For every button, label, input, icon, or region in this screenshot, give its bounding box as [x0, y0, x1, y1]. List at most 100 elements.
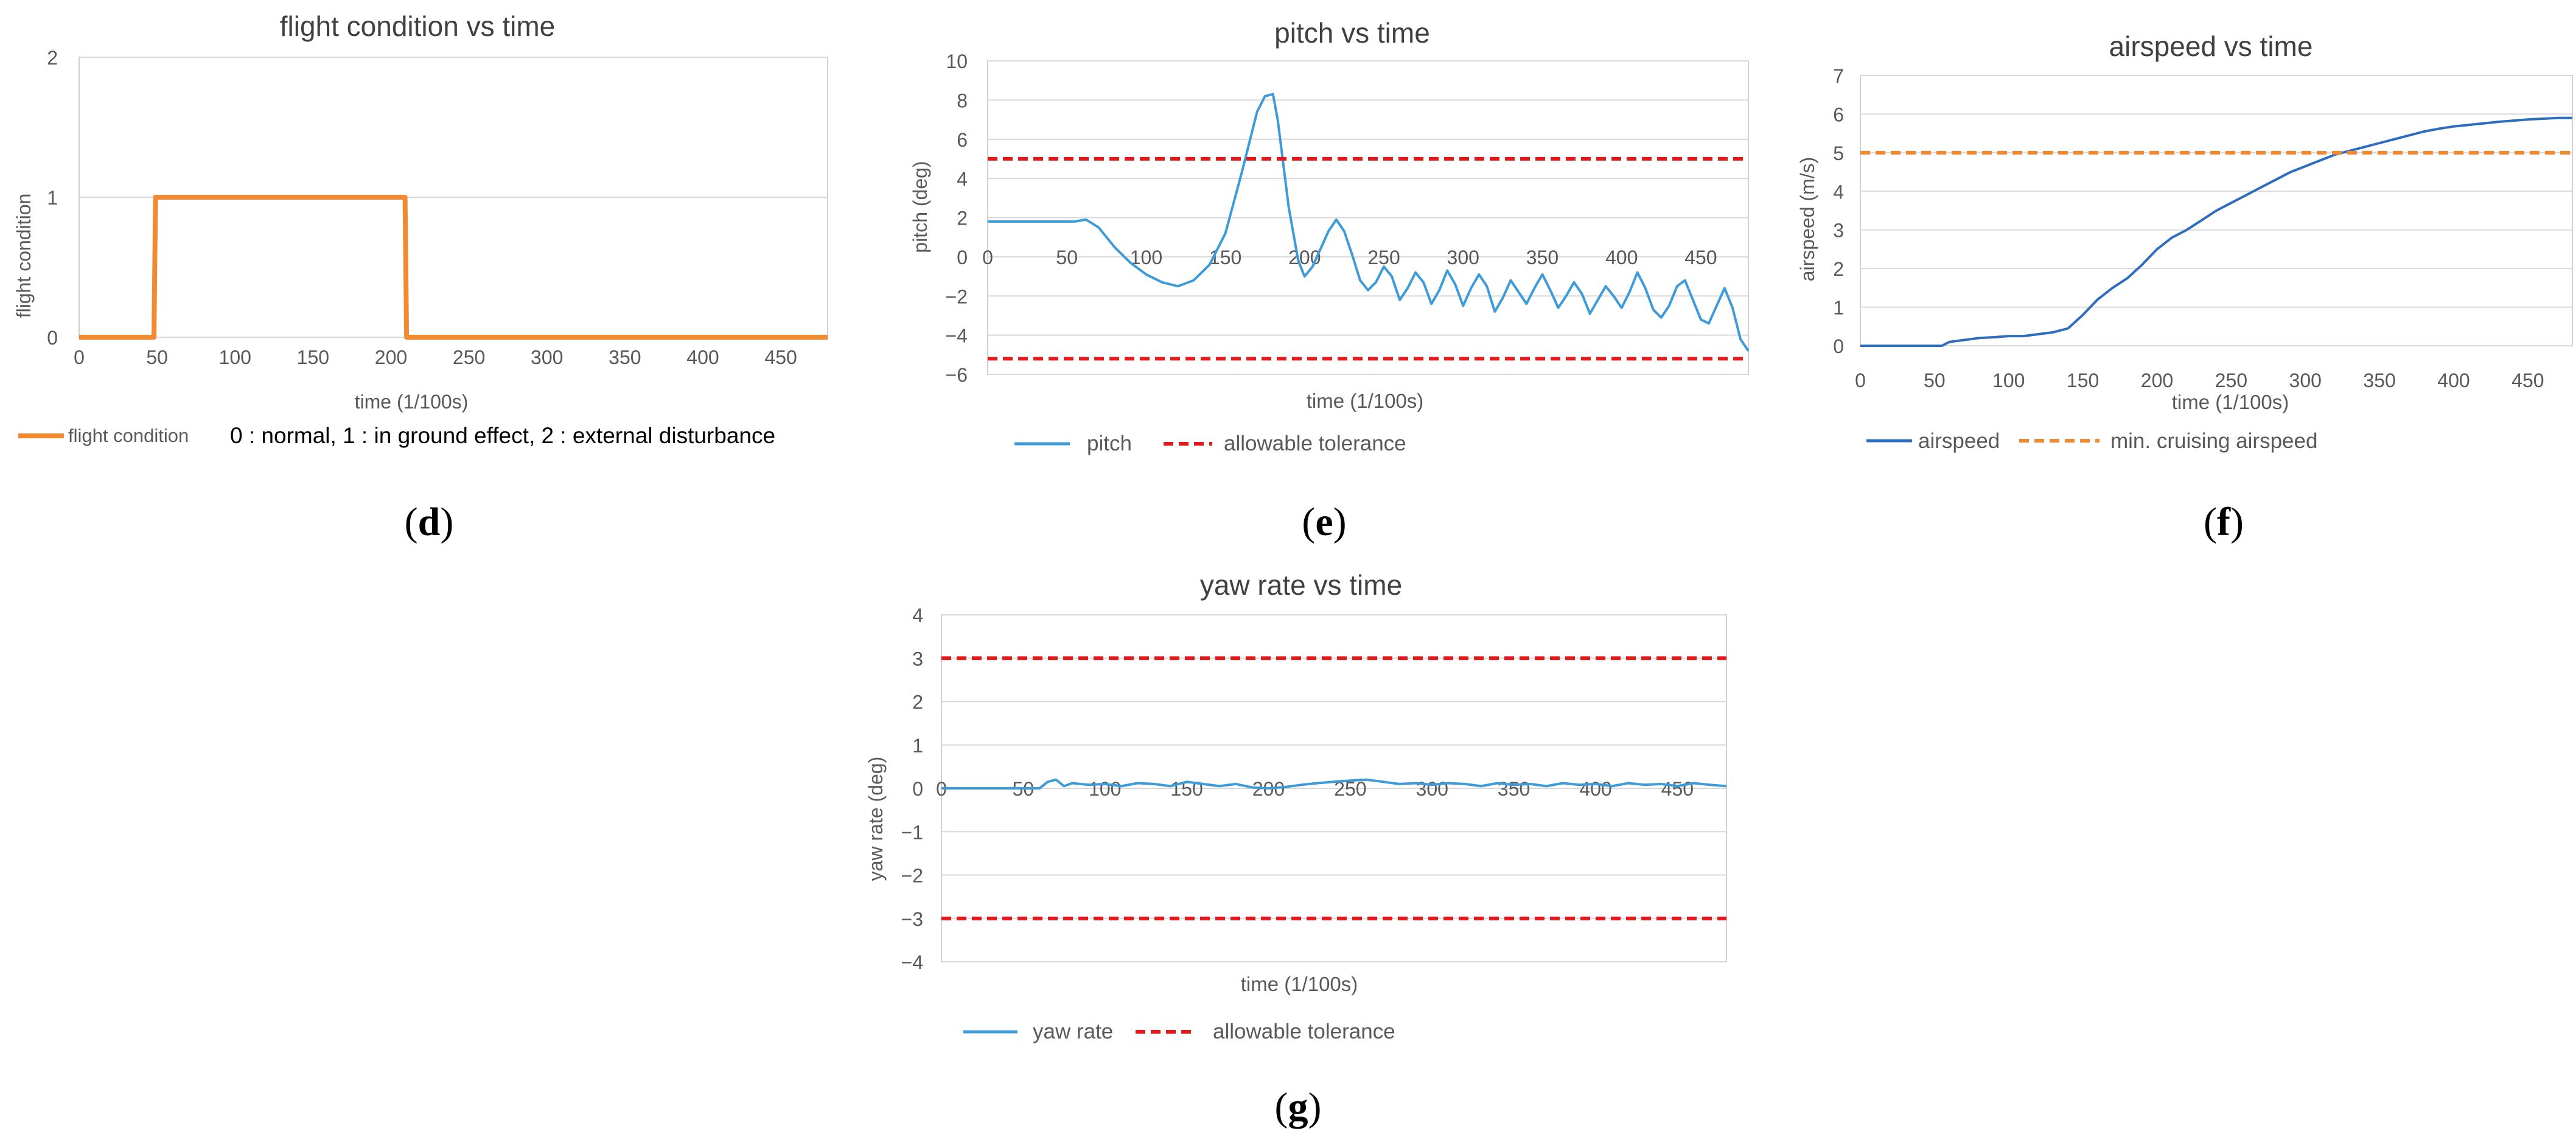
caption-e: (e) — [1302, 500, 1346, 544]
x-tick-label: 450 — [2511, 370, 2544, 391]
caption-g: (g) — [1275, 1085, 1322, 1129]
series-layer — [941, 656, 1727, 920]
y-tick-label: 2 — [957, 208, 968, 229]
caption-d: (d) — [405, 500, 454, 544]
y-tick-label: 7 — [1833, 65, 1844, 87]
y-tick-label: 4 — [957, 168, 968, 190]
x-tick-label: 50 — [1924, 370, 1946, 391]
y-tick-label: 3 — [912, 648, 923, 670]
y-tick-label: 3 — [1833, 220, 1844, 242]
y-axis-label: flight condition — [13, 194, 35, 318]
x-tick-label: 0 — [1855, 370, 1866, 391]
legend-note: 0 : normal, 1 : in ground effect, 2 : ex… — [230, 423, 775, 448]
legend-label-pitch: pitch — [1087, 432, 1132, 455]
series-layer — [1860, 116, 2572, 347]
x-tick-label: 400 — [1605, 247, 1638, 268]
x-tick-label: 150 — [2067, 370, 2099, 391]
x-tick-label: 400 — [686, 346, 719, 368]
y-tick-label: 0 — [1833, 335, 1844, 357]
x-tick-label: 100 — [1992, 370, 2025, 391]
y-tick-labels: 7 6 5 4 3 2 1 0 — [1833, 65, 1844, 357]
x-tick-label: 300 — [2289, 370, 2322, 391]
y-tick-label: 2 — [47, 47, 58, 69]
x-tick-label: 350 — [609, 346, 641, 368]
legend-label-yaw-rate: yaw rate — [1033, 1020, 1113, 1043]
y-tick-label: 6 — [957, 129, 968, 151]
x-axis-label: time (1/100s) — [1241, 973, 1358, 995]
x-tick-label: 350 — [2363, 370, 2395, 391]
series-line-yaw-rate — [941, 778, 1727, 790]
x-tick-label: 250 — [1367, 247, 1400, 268]
grid-lines — [988, 60, 1748, 375]
panel-d-flight-condition: flight condition vs time 0 1 2 0 50 100 150 20… — [13, 10, 828, 544]
legend-label-min-cruising-airspeed: min. cruising airspeed — [2110, 429, 2317, 453]
y-tick-label: −6 — [946, 364, 968, 386]
y-tick-label: 0 — [47, 327, 58, 349]
y-tick-label: 0 — [957, 247, 968, 268]
y-tick-label: −4 — [901, 951, 923, 973]
series-line-airspeed — [1860, 116, 2572, 347]
x-axis-label: time (1/100s) — [1307, 390, 1424, 412]
x-tick-label: 50 — [146, 346, 168, 368]
x-tick-label: 400 — [2437, 370, 2470, 391]
y-tick-label: 8 — [957, 89, 968, 111]
x-axis-label: time (1/100s) — [2172, 391, 2289, 413]
x-tick-labels: 0 50 100 150 200 250 300 350 400 450 — [1855, 370, 2544, 391]
y-tick-label: 4 — [912, 604, 923, 626]
series-layer — [79, 195, 828, 340]
chart-title: yaw rate vs time — [1200, 569, 1402, 601]
x-tick-label: 250 — [2215, 370, 2247, 391]
x-tick-label: 450 — [764, 346, 797, 368]
x-tick-label: 0 — [982, 247, 993, 268]
y-tick-label: −3 — [901, 908, 923, 930]
x-tick-label: 0 — [74, 346, 85, 368]
chart-title: airspeed vs time — [2109, 30, 2313, 62]
legend-label-flight-condition: flight condition — [68, 425, 189, 446]
x-tick-label: 100 — [1130, 247, 1162, 268]
y-tick-labels: 4 3 2 1 0 −1 −2 −3 −4 — [901, 604, 923, 973]
y-tick-label: −4 — [946, 325, 968, 347]
y-tick-label: 1 — [47, 187, 58, 209]
x-tick-labels: 0 50 100 150 200 250 300 350 400 450 — [74, 346, 797, 368]
y-tick-label: 10 — [946, 51, 968, 72]
x-tick-label: 300 — [531, 346, 563, 368]
legend-label-airspeed: airspeed — [1918, 429, 2000, 453]
y-axis-label: pitch (deg) — [909, 161, 931, 253]
grid-lines — [1860, 75, 2572, 346]
y-tick-label: −1 — [901, 821, 923, 843]
y-tick-label: −2 — [946, 286, 968, 307]
x-tick-label: 100 — [219, 346, 251, 368]
x-tick-label: 300 — [1416, 778, 1448, 800]
y-tick-label: −2 — [901, 865, 923, 887]
x-tick-label: 450 — [1661, 778, 1694, 800]
y-tick-label: 1 — [1833, 297, 1844, 319]
y-tick-labels: 0 1 2 — [47, 47, 58, 349]
x-tick-label: 450 — [1684, 247, 1717, 268]
x-tick-label: 250 — [453, 346, 485, 368]
x-tick-label: 300 — [1447, 247, 1479, 268]
legend-label-allowable-tolerance: allowable tolerance — [1224, 432, 1406, 455]
y-tick-labels: 10 8 6 4 2 0 −2 −4 −6 — [946, 51, 968, 386]
series-line-flight-condition — [79, 195, 828, 340]
x-tick-label: 200 — [375, 346, 407, 368]
x-tick-label: 400 — [1579, 778, 1611, 800]
y-tick-label: 1 — [912, 735, 923, 757]
y-axis-label: yaw rate (deg) — [865, 757, 887, 881]
x-tick-label: 350 — [1526, 247, 1559, 268]
y-tick-label: 4 — [1833, 181, 1844, 203]
x-axis-label: time (1/100s) — [355, 391, 469, 413]
y-tick-label: 2 — [1833, 258, 1844, 280]
y-tick-label: 0 — [912, 778, 923, 800]
series-layer — [988, 93, 1750, 361]
x-tick-label: 50 — [1056, 247, 1078, 268]
y-tick-label: 2 — [912, 692, 923, 713]
legend-label-allowable-tolerance: allowable tolerance — [1213, 1020, 1395, 1043]
x-tick-label: 150 — [297, 346, 329, 368]
y-axis-label: airspeed (m/s) — [1796, 157, 1818, 282]
x-tick-label: 350 — [1498, 778, 1530, 800]
chart-title: flight condition vs time — [280, 10, 556, 42]
y-tick-label: 5 — [1833, 142, 1844, 164]
